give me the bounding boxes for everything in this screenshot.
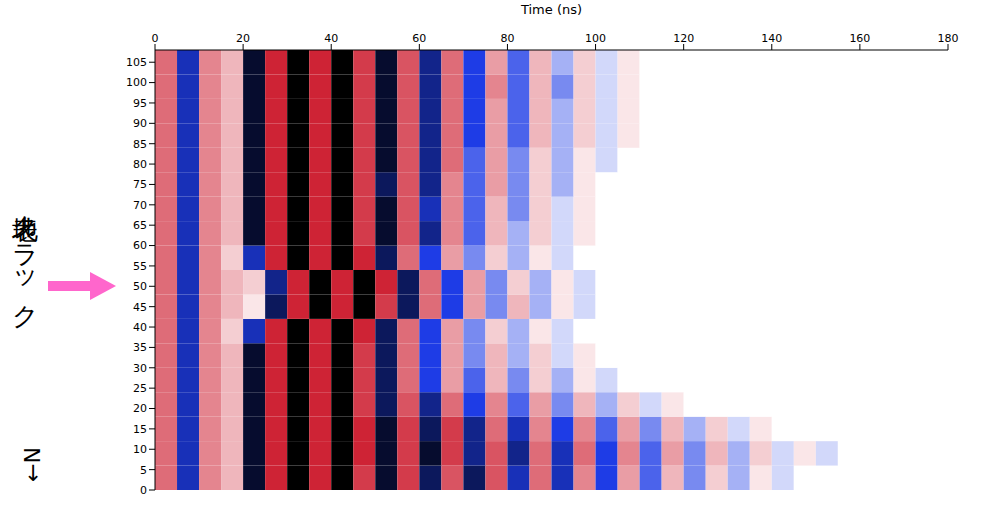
svg-text:180: 180 [938, 32, 959, 45]
svg-text:120: 120 [673, 32, 694, 45]
svg-text:0: 0 [152, 32, 159, 45]
svg-text:80: 80 [133, 158, 147, 171]
svg-text:20: 20 [133, 402, 147, 415]
svg-text:10: 10 [133, 443, 147, 456]
svg-text:5: 5 [140, 464, 147, 477]
svg-text:30: 30 [133, 362, 147, 375]
svg-text:90: 90 [133, 117, 147, 130]
svg-text:15: 15 [133, 423, 147, 436]
svg-text:50: 50 [133, 280, 147, 293]
svg-text:95: 95 [133, 97, 147, 110]
html-text:Time (ns): Time (ns) [520, 2, 582, 17]
html-text:地表クラック: 地表クラック [10, 196, 40, 317]
svg-text:40: 40 [133, 321, 147, 334]
svg-text:65: 65 [133, 219, 147, 232]
svg-text:80: 80 [500, 32, 514, 45]
svg-text:100: 100 [126, 76, 147, 89]
html-text:←N: ←N [19, 446, 45, 482]
svg-text:45: 45 [133, 301, 147, 314]
svg-text:100: 100 [585, 32, 606, 45]
svg-text:60: 60 [412, 32, 426, 45]
svg-text:40: 40 [324, 32, 338, 45]
svg-text:60: 60 [133, 239, 147, 252]
svg-text:105: 105 [126, 56, 147, 69]
svg-text:55: 55 [133, 260, 147, 273]
svg-text:70: 70 [133, 199, 147, 212]
svg-text:140: 140 [761, 32, 782, 45]
svg-text:0: 0 [140, 484, 147, 497]
svg-text:160: 160 [849, 32, 870, 45]
svg-text:20: 20 [236, 32, 250, 45]
svg-text:75: 75 [133, 178, 147, 191]
svg-text:25: 25 [133, 382, 147, 395]
svg-text:85: 85 [133, 138, 147, 151]
svg-text:35: 35 [133, 341, 147, 354]
